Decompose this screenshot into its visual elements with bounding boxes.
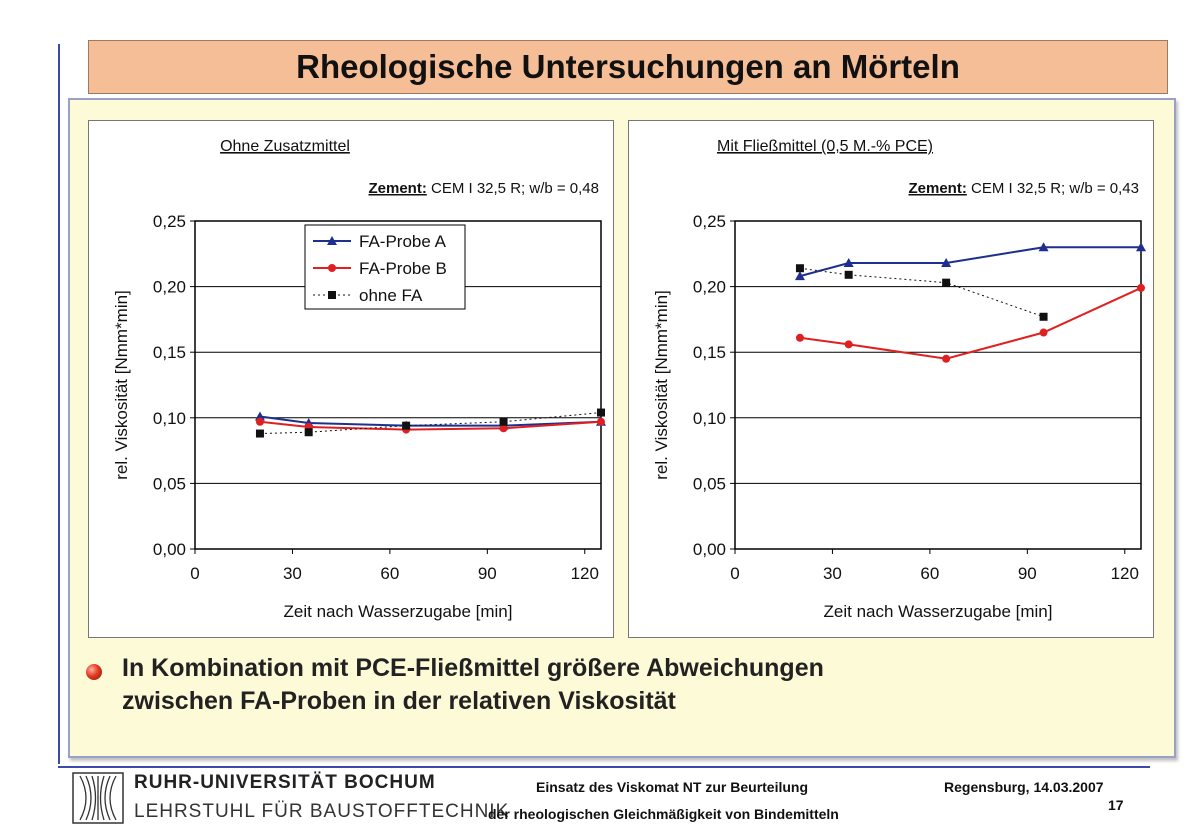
data-point bbox=[255, 417, 264, 426]
data-point bbox=[1039, 328, 1048, 337]
left-accent-rule bbox=[58, 44, 60, 764]
x-tick-label: 90 bbox=[478, 564, 497, 583]
y-tick-label: 0,10 bbox=[693, 409, 726, 428]
y-tick-label: 0,10 bbox=[153, 409, 186, 428]
data-point bbox=[1038, 242, 1049, 252]
subtitle-label: Zement: bbox=[368, 180, 426, 197]
y-axis-label: rel. Viskosität [Nmm*min] bbox=[652, 290, 671, 480]
chart-left: Ohne Zusatzmittel Zement: CEM I 32,5 R; w… bbox=[88, 120, 614, 638]
data-point bbox=[942, 354, 951, 363]
x-tick-label: 0 bbox=[730, 564, 739, 583]
university-logo bbox=[72, 772, 124, 824]
data-point bbox=[597, 408, 605, 417]
data-point bbox=[794, 271, 805, 281]
bullet-text-line-2: zwischen FA-Proben in der relativen Visk… bbox=[122, 687, 676, 715]
data-point bbox=[1136, 242, 1146, 252]
content-panel: Ohne Zusatzmittel Zement: CEM I 32,5 R; w… bbox=[68, 98, 1176, 758]
subtitle-value: CEM I 32,5 R; w/b = 0,48 bbox=[427, 180, 599, 197]
data-point bbox=[1137, 283, 1145, 292]
legend: FA-Probe A FA-Probe B ohne FA bbox=[304, 224, 466, 310]
chart-left-svg: Ohne Zusatzmittel Zement: CEM I 32,5 R; w… bbox=[112, 138, 606, 621]
place-date: Regensburg, 14.03.2007 bbox=[944, 779, 1104, 795]
footer-rule bbox=[58, 766, 1150, 768]
data-point bbox=[843, 257, 854, 267]
y-tick-label: 0,05 bbox=[153, 474, 186, 493]
y-tick-label: 0,15 bbox=[693, 343, 726, 362]
data-point bbox=[941, 257, 952, 267]
data-point bbox=[1039, 312, 1048, 321]
page-number: 17 bbox=[1108, 797, 1124, 813]
series-ohne-fa bbox=[795, 264, 1048, 321]
talk-title-line-2: der rheologischen Gleichmäßigkeit von Bi… bbox=[488, 806, 839, 822]
plot-area bbox=[194, 220, 602, 550]
x-tick-label: 0 bbox=[190, 564, 199, 583]
y-tick-label: 0,20 bbox=[693, 278, 726, 297]
x-axis-label: Zeit nach Wasserzugabe [min] bbox=[284, 602, 513, 621]
university-name: RUHR-UNIVERSITÄT BOCHUM bbox=[134, 772, 436, 793]
legend-label: FA-Probe A bbox=[359, 232, 447, 251]
data-point bbox=[254, 411, 265, 421]
y-tick-label: 0,15 bbox=[153, 343, 186, 362]
chart-title: Ohne Zusatzmittel bbox=[220, 138, 350, 155]
legend-label: FA-Probe B bbox=[359, 259, 447, 278]
plot-area bbox=[734, 220, 1142, 550]
bullet-text-line-1: In Kombination mit PCE-Fließmittel größe… bbox=[122, 654, 824, 682]
chart-subtitle: Zement: CEM I 32,5 R; w/b = 0,43 bbox=[908, 180, 1139, 197]
y-axis-label: rel. Viskosität [Nmm*min] bbox=[112, 290, 131, 480]
x-tick-label: 30 bbox=[283, 564, 302, 583]
x-tick-label: 120 bbox=[1111, 564, 1139, 583]
y-tick-label: 0,25 bbox=[153, 212, 186, 231]
legend-label: ohne FA bbox=[359, 286, 423, 305]
series-line bbox=[799, 287, 1142, 360]
bullet-icon bbox=[86, 664, 102, 680]
chart-right: Mit Fließmittel (0,5 M.-% PCE) Zement: CE… bbox=[628, 120, 1154, 638]
data-point bbox=[844, 270, 853, 279]
data-point bbox=[597, 417, 605, 426]
data-point bbox=[304, 428, 313, 437]
x-tick-label: 30 bbox=[823, 564, 842, 583]
series-fa-probe-a bbox=[794, 242, 1146, 281]
y-tick-label: 0,00 bbox=[693, 540, 726, 559]
chair-name: LEHRSTUHL FÜR BAUSTOFFTECHNIK bbox=[134, 801, 510, 822]
subtitle-label: Zement: bbox=[908, 180, 966, 197]
data-point bbox=[499, 417, 508, 426]
series-fa-probe-b bbox=[795, 283, 1145, 363]
talk-title-line-1: Einsatz des Viskomat NT zur Beurteilung bbox=[536, 779, 809, 795]
slide-title: Rheologische Untersuchungen an Mörteln bbox=[88, 40, 1168, 94]
series-ohne-fa bbox=[255, 408, 605, 438]
series-line bbox=[799, 267, 1044, 318]
bullet-text: In Kombination mit PCE-Fließmittel größe… bbox=[122, 652, 1082, 718]
data-point bbox=[402, 421, 411, 430]
x-tick-label: 60 bbox=[920, 564, 939, 583]
y-tick-label: 0,20 bbox=[153, 278, 186, 297]
data-point bbox=[255, 429, 264, 438]
legend-marker bbox=[328, 291, 336, 299]
legend-marker bbox=[327, 236, 337, 245]
x-tick-label: 60 bbox=[380, 564, 399, 583]
chart-subtitle: Zement: CEM I 32,5 R; w/b = 0,48 bbox=[368, 180, 599, 197]
data-point bbox=[795, 333, 804, 342]
y-tick-label: 0,25 bbox=[693, 212, 726, 231]
x-tick-label: 120 bbox=[571, 564, 599, 583]
x-tick-label: 90 bbox=[1018, 564, 1037, 583]
x-axis-label: Zeit nach Wasserzugabe [min] bbox=[824, 602, 1053, 621]
y-tick-label: 0,00 bbox=[153, 540, 186, 559]
y-tick-label: 0,05 bbox=[693, 474, 726, 493]
subtitle-value: CEM I 32,5 R; w/b = 0,43 bbox=[967, 180, 1139, 197]
chart-title: Mit Fließmittel (0,5 M.-% PCE) bbox=[717, 138, 933, 155]
data-point bbox=[795, 264, 804, 273]
data-point bbox=[499, 424, 508, 433]
legend-marker bbox=[328, 264, 336, 272]
data-point bbox=[942, 278, 951, 287]
data-point bbox=[844, 340, 853, 349]
chart-right-svg: Mit Fließmittel (0,5 M.-% PCE) Zement: CE… bbox=[652, 138, 1146, 621]
